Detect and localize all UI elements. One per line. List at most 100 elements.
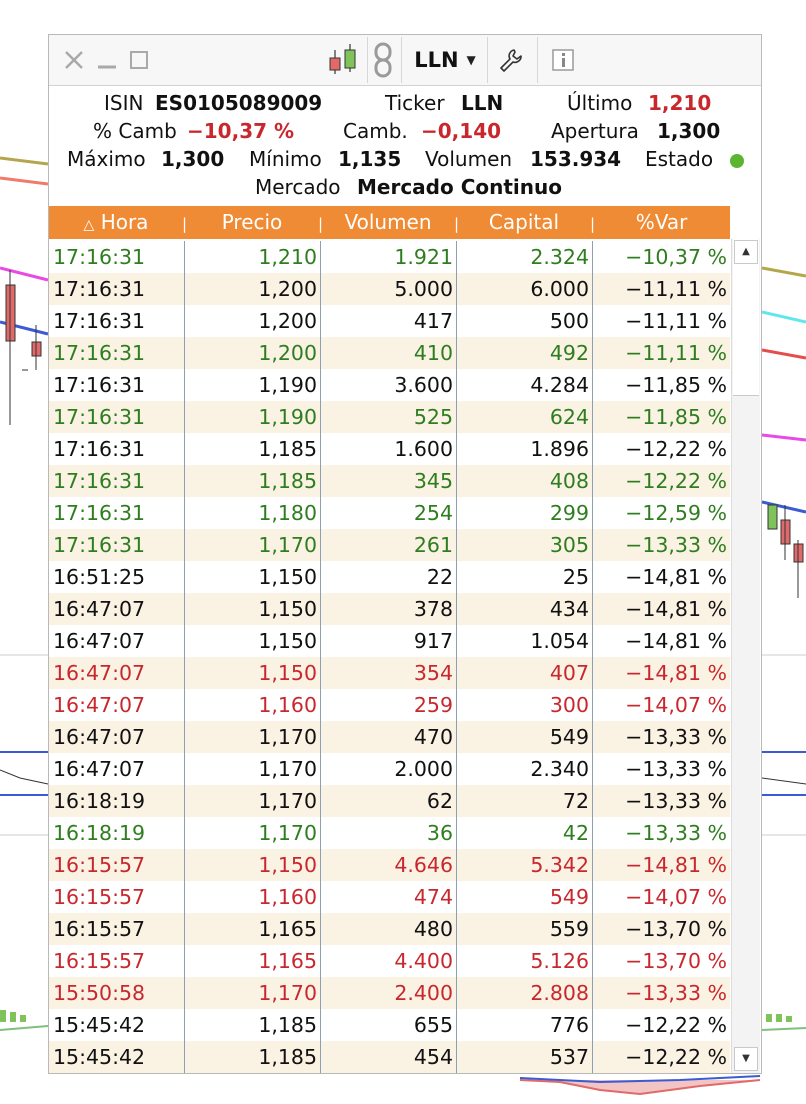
table-row[interactable]: 16:15:57 1,165 4.400 5.126 −13,70 % [49,945,730,977]
column-separator: | [454,215,460,233]
column-header-hora[interactable]: △ Hora [49,206,183,239]
vertical-scrollbar[interactable]: ▲ ▼ [731,239,760,1073]
table-row[interactable]: 17:16:31 1,190 525 624 −11,85 % [49,401,730,433]
column-header-var[interactable]: %Var [593,206,730,239]
table-row[interactable]: 15:50:58 1,170 2.400 2.808 −13,33 % [49,977,730,1009]
cell-hora: 17:16:31 [53,533,146,557]
scroll-up-button[interactable]: ▲ [734,240,758,264]
minimo-label: Mínimo [249,147,322,171]
ticker-selector[interactable]: LLN ▼ [403,35,487,85]
cell-var: −12,22 % [625,469,727,493]
scroll-down-button[interactable]: ▼ [734,1047,758,1071]
cell-var: −14,81 % [625,629,727,653]
table-row[interactable]: 16:15:57 1,160 474 549 −14,07 % [49,881,730,913]
column-header-capital[interactable]: Capital [457,206,591,239]
cell-volumen: 417 [413,309,453,333]
table-row[interactable]: 17:16:31 1,200 5.000 6.000 −11,11 % [49,273,730,305]
cell-hora: 17:16:31 [53,437,146,461]
table-row[interactable]: 16:47:07 1,170 470 549 −13,33 % [49,721,730,753]
cell-capital: 42 [562,821,589,845]
bg-ma-line-olive [761,266,806,278]
table-row[interactable]: 16:47:07 1,150 378 434 −14,81 % [49,593,730,625]
info-button[interactable] [539,35,587,85]
table-row[interactable]: 17:16:31 1,185 345 408 −12,22 % [49,465,730,497]
cell-volumen: 1.921 [394,245,453,269]
info-icon [552,49,574,71]
table-row[interactable]: 16:15:57 1,165 480 559 −13,70 % [49,913,730,945]
table-row[interactable]: 16:47:07 1,160 259 300 −14,07 % [49,689,730,721]
table-row[interactable]: 17:16:31 1,200 417 500 −11,11 % [49,305,730,337]
table-row[interactable]: 17:16:31 1,170 261 305 −13,33 % [49,529,730,561]
close-button[interactable] [61,35,87,85]
table-row[interactable]: 17:16:31 1,180 254 299 −12,59 % [49,497,730,529]
table-row[interactable]: 16:47:07 1,150 354 407 −14,81 % [49,657,730,689]
table-row[interactable]: 15:45:42 1,185 655 776 −12,22 % [49,1009,730,1041]
cell-var: −13,33 % [625,821,727,845]
cell-precio: 1,180 [258,501,317,525]
maximo-label: Máximo [67,147,146,171]
table-row[interactable]: 17:16:31 1,210 1.921 2.324 −10,37 % [49,241,730,273]
cell-precio: 1,190 [258,373,317,397]
cell-volumen: 5.000 [394,277,453,301]
table-row[interactable]: 16:47:07 1,170 2.000 2.340 −13,33 % [49,753,730,785]
cell-precio: 1,170 [258,821,317,845]
cell-hora: 16:15:57 [53,853,146,877]
cell-var: −14,81 % [625,597,727,621]
scroll-down-arrow-icon: ▼ [742,1053,750,1064]
column-separator: | [590,215,596,233]
table-row[interactable]: 17:16:31 1,200 410 492 −11,11 % [49,337,730,369]
scrollbar-thumb[interactable] [733,239,759,396]
cell-capital: 2.340 [530,757,589,781]
maximize-button[interactable] [127,35,151,85]
cell-volumen: 378 [413,597,453,621]
cell-hora: 16:51:25 [53,565,146,589]
cell-var: −10,37 % [625,245,727,269]
table-row[interactable]: 16:47:07 1,150 917 1.054 −14,81 % [49,625,730,657]
column-header-label: %Var [635,210,688,234]
minimize-button[interactable] [95,35,119,85]
cell-volumen: 36 [426,821,453,845]
table-row[interactable]: 17:16:31 1,185 1.600 1.896 −12,22 % [49,433,730,465]
cell-hora: 17:16:31 [53,501,146,525]
cell-hora: 16:15:57 [53,949,146,973]
table-header: △ Hora | Precio | Volumen | Capital | %V… [49,206,730,239]
table-row[interactable]: 16:18:19 1,170 62 72 −13,33 % [49,785,730,817]
table-row[interactable]: 16:51:25 1,150 22 25 −14,81 % [49,561,730,593]
ticker-value: LLN [461,91,504,115]
cell-capital: 300 [549,693,589,717]
cell-hora: 16:47:07 [53,661,146,685]
cell-precio: 1,200 [258,309,317,333]
bg-ma-line-magenta [761,433,806,442]
cell-hora: 16:47:07 [53,725,146,749]
link-button[interactable] [369,35,397,85]
table-row[interactable]: 17:16:31 1,190 3.600 4.284 −11,85 % [49,369,730,401]
cell-volumen: 354 [413,661,453,685]
cell-var: −12,22 % [625,1045,727,1069]
column-header-label: Volumen [344,210,432,234]
cell-precio: 1,150 [258,629,317,653]
chart-button[interactable] [323,35,363,85]
cell-hora: 15:45:42 [53,1045,146,1069]
cell-var: −14,07 % [625,693,727,717]
window-toolbar: LLN ▼ [49,35,761,86]
isin-value: ES0105089009 [155,91,323,115]
cell-volumen: 917 [413,629,453,653]
cell-capital: 408 [549,469,589,493]
cell-precio: 1,160 [258,693,317,717]
settings-button[interactable] [489,35,533,85]
column-header-volumen[interactable]: Volumen [321,206,455,239]
cell-var: −11,11 % [625,341,727,365]
change-label: Camb. [343,119,408,143]
cell-var: −14,81 % [625,853,727,877]
cell-volumen: 474 [413,885,453,909]
isin-label: ISIN [104,91,144,115]
cell-volumen: 3.600 [394,373,453,397]
table-row[interactable]: 16:18:19 1,170 36 42 −13,33 % [49,817,730,849]
cell-hora: 17:16:31 [53,405,146,429]
cell-volumen: 4.646 [394,853,453,877]
cell-var: −13,70 % [625,917,727,941]
table-row[interactable]: 15:45:42 1,185 454 537 −12,22 % [49,1041,730,1073]
column-divider [456,241,457,1073]
table-row[interactable]: 16:15:57 1,150 4.646 5.342 −14,81 % [49,849,730,881]
column-header-precio[interactable]: Precio [185,206,319,239]
